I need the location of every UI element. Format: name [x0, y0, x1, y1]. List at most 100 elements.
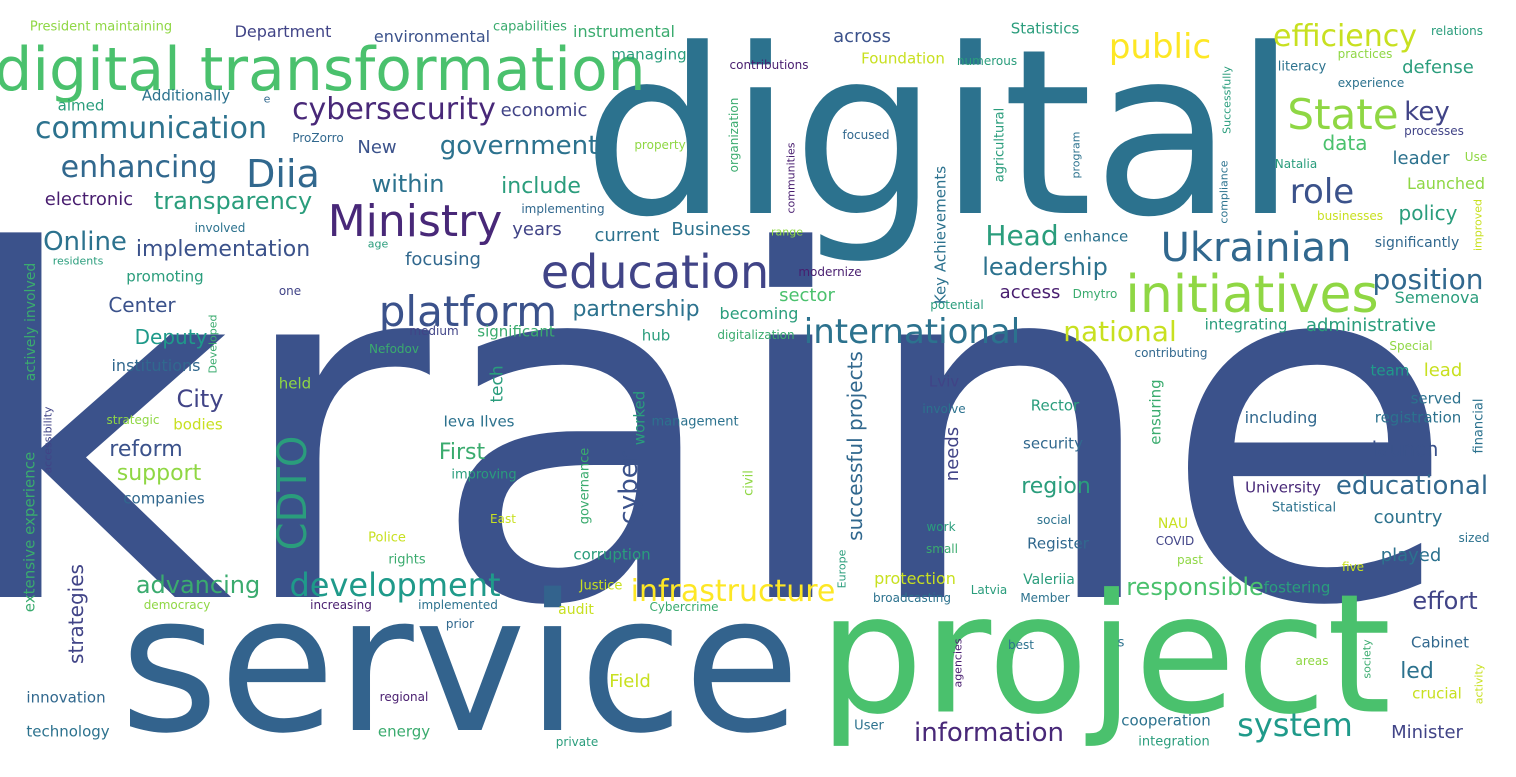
word-service: service: [119, 554, 801, 775]
word-latvia: Latvia: [970, 583, 1008, 597]
word-improved: improved: [1471, 198, 1485, 252]
word-strategic: strategic: [106, 413, 160, 427]
word-dmytro: Dmytro: [1072, 287, 1118, 301]
word-national: national: [1063, 315, 1177, 348]
word-transparency: transparency: [153, 187, 313, 215]
word-information: information: [913, 718, 1065, 748]
word-social: social: [1036, 513, 1072, 527]
word-s: s: [1117, 635, 1125, 651]
word-involve: involve: [922, 402, 966, 416]
word-audit: audit: [558, 602, 594, 618]
word-residents: residents: [52, 254, 104, 268]
word-focused: focused: [842, 128, 890, 142]
word-minister: Minister: [1391, 722, 1463, 743]
word-including: including: [1244, 408, 1318, 427]
word-east: East: [490, 512, 516, 526]
word-international: international: [803, 312, 1021, 352]
word-responsible: responsible: [1126, 573, 1264, 601]
word-police: Police: [368, 530, 406, 546]
word-businesses: businesses: [1317, 209, 1383, 223]
word-sized: sized: [1458, 531, 1490, 545]
word-administrative: administrative: [1305, 315, 1437, 336]
word-successfully: Successfully: [1220, 66, 1234, 134]
word-energy: energy: [377, 722, 431, 741]
word-implementing: implementing: [521, 202, 605, 216]
word-compliance: compliance: [1217, 160, 1231, 224]
word-electronic: electronic: [44, 189, 134, 210]
word-registration: registration: [1374, 408, 1462, 427]
word-significantly: significantly: [1374, 235, 1460, 251]
word-across: across: [833, 26, 891, 47]
word-government: government: [439, 131, 599, 161]
word-extensive-experience: extensive experience: [20, 451, 39, 613]
word-held: held: [278, 374, 312, 393]
word-foundation: Foundation: [861, 49, 945, 68]
word-digitalization: digitalization: [717, 328, 795, 342]
word-special: Special: [1389, 339, 1433, 353]
word-relations: relations: [1431, 24, 1483, 38]
word-capabilities: capabilities: [493, 19, 567, 35]
word-reform: reform: [109, 437, 183, 462]
word-president-maintaining: President maintaining: [29, 19, 173, 35]
word-head: Head: [985, 219, 1059, 252]
word-implemented: implemented: [418, 598, 498, 612]
word-integrating: integrating: [1204, 315, 1288, 334]
word-integration: integration: [1138, 734, 1210, 750]
word-organization: organization: [727, 97, 741, 173]
word-governance: governance: [577, 447, 593, 525]
word-private: private: [555, 735, 599, 749]
word-successful-projects: successful projects: [843, 351, 867, 541]
word-work: work: [926, 520, 956, 534]
word-financial: financial: [1471, 398, 1487, 454]
word-cybercrime: Cybercrime: [649, 600, 719, 614]
word-include: include: [501, 174, 581, 199]
word-system: system: [1237, 706, 1353, 744]
word-university: University: [1245, 478, 1321, 497]
word-democracy: democracy: [143, 598, 211, 612]
word-deputy: Deputy: [134, 325, 208, 349]
word-tech: tech: [487, 365, 508, 403]
word-property: property: [634, 138, 686, 152]
word-numerous: numerous: [956, 54, 1018, 68]
word-development: development: [289, 566, 501, 604]
word-user: User: [854, 718, 884, 734]
word-instrumental: instrumental: [572, 22, 676, 41]
word-use: Use: [1464, 150, 1488, 164]
word-prozorro: ProZorro: [292, 131, 344, 145]
word-nefodov: Nefodov: [369, 342, 419, 356]
word-literacy: literacy: [1277, 59, 1327, 75]
word-civil: civil: [741, 470, 757, 496]
word-innovation: innovation: [26, 688, 106, 707]
word-rector: Rector: [1030, 396, 1080, 415]
word-ukrainian: Ukrainian: [1160, 225, 1352, 271]
word-technology: technology: [26, 722, 110, 741]
word-management: management: [651, 414, 739, 430]
word-focusing: focusing: [405, 249, 481, 270]
word-needs: needs: [942, 426, 963, 482]
word-current: current: [594, 225, 660, 246]
word-communication: communication: [34, 111, 268, 146]
word-cyber: cyber: [614, 451, 644, 525]
word-partnership: partnership: [572, 297, 700, 322]
word-developed: Developed: [206, 314, 220, 374]
word-activity: activity: [1472, 663, 1486, 705]
word-data: data: [1322, 131, 1368, 155]
word-five: five: [1341, 560, 1365, 574]
word-potential: potential: [930, 298, 984, 312]
word-areas: areas: [1295, 654, 1329, 668]
word-within: within: [371, 170, 445, 198]
word-position: position: [1372, 263, 1484, 296]
word-e: e: [263, 92, 271, 106]
word-regional: regional: [379, 690, 429, 704]
word-involved: involved: [194, 221, 246, 235]
word-cabinet: Cabinet: [1411, 633, 1469, 652]
word-contributions: contributions: [729, 58, 809, 72]
word-semenova: Semenova: [1394, 288, 1480, 307]
word-department: Department: [234, 22, 332, 41]
word-support: support: [116, 461, 202, 486]
word-covid: COVID: [1155, 534, 1195, 548]
word-project: project: [818, 558, 1392, 751]
word-role: role: [1289, 172, 1355, 212]
word-broadcasting: broadcasting: [872, 591, 952, 605]
word-improving: improving: [451, 467, 517, 483]
